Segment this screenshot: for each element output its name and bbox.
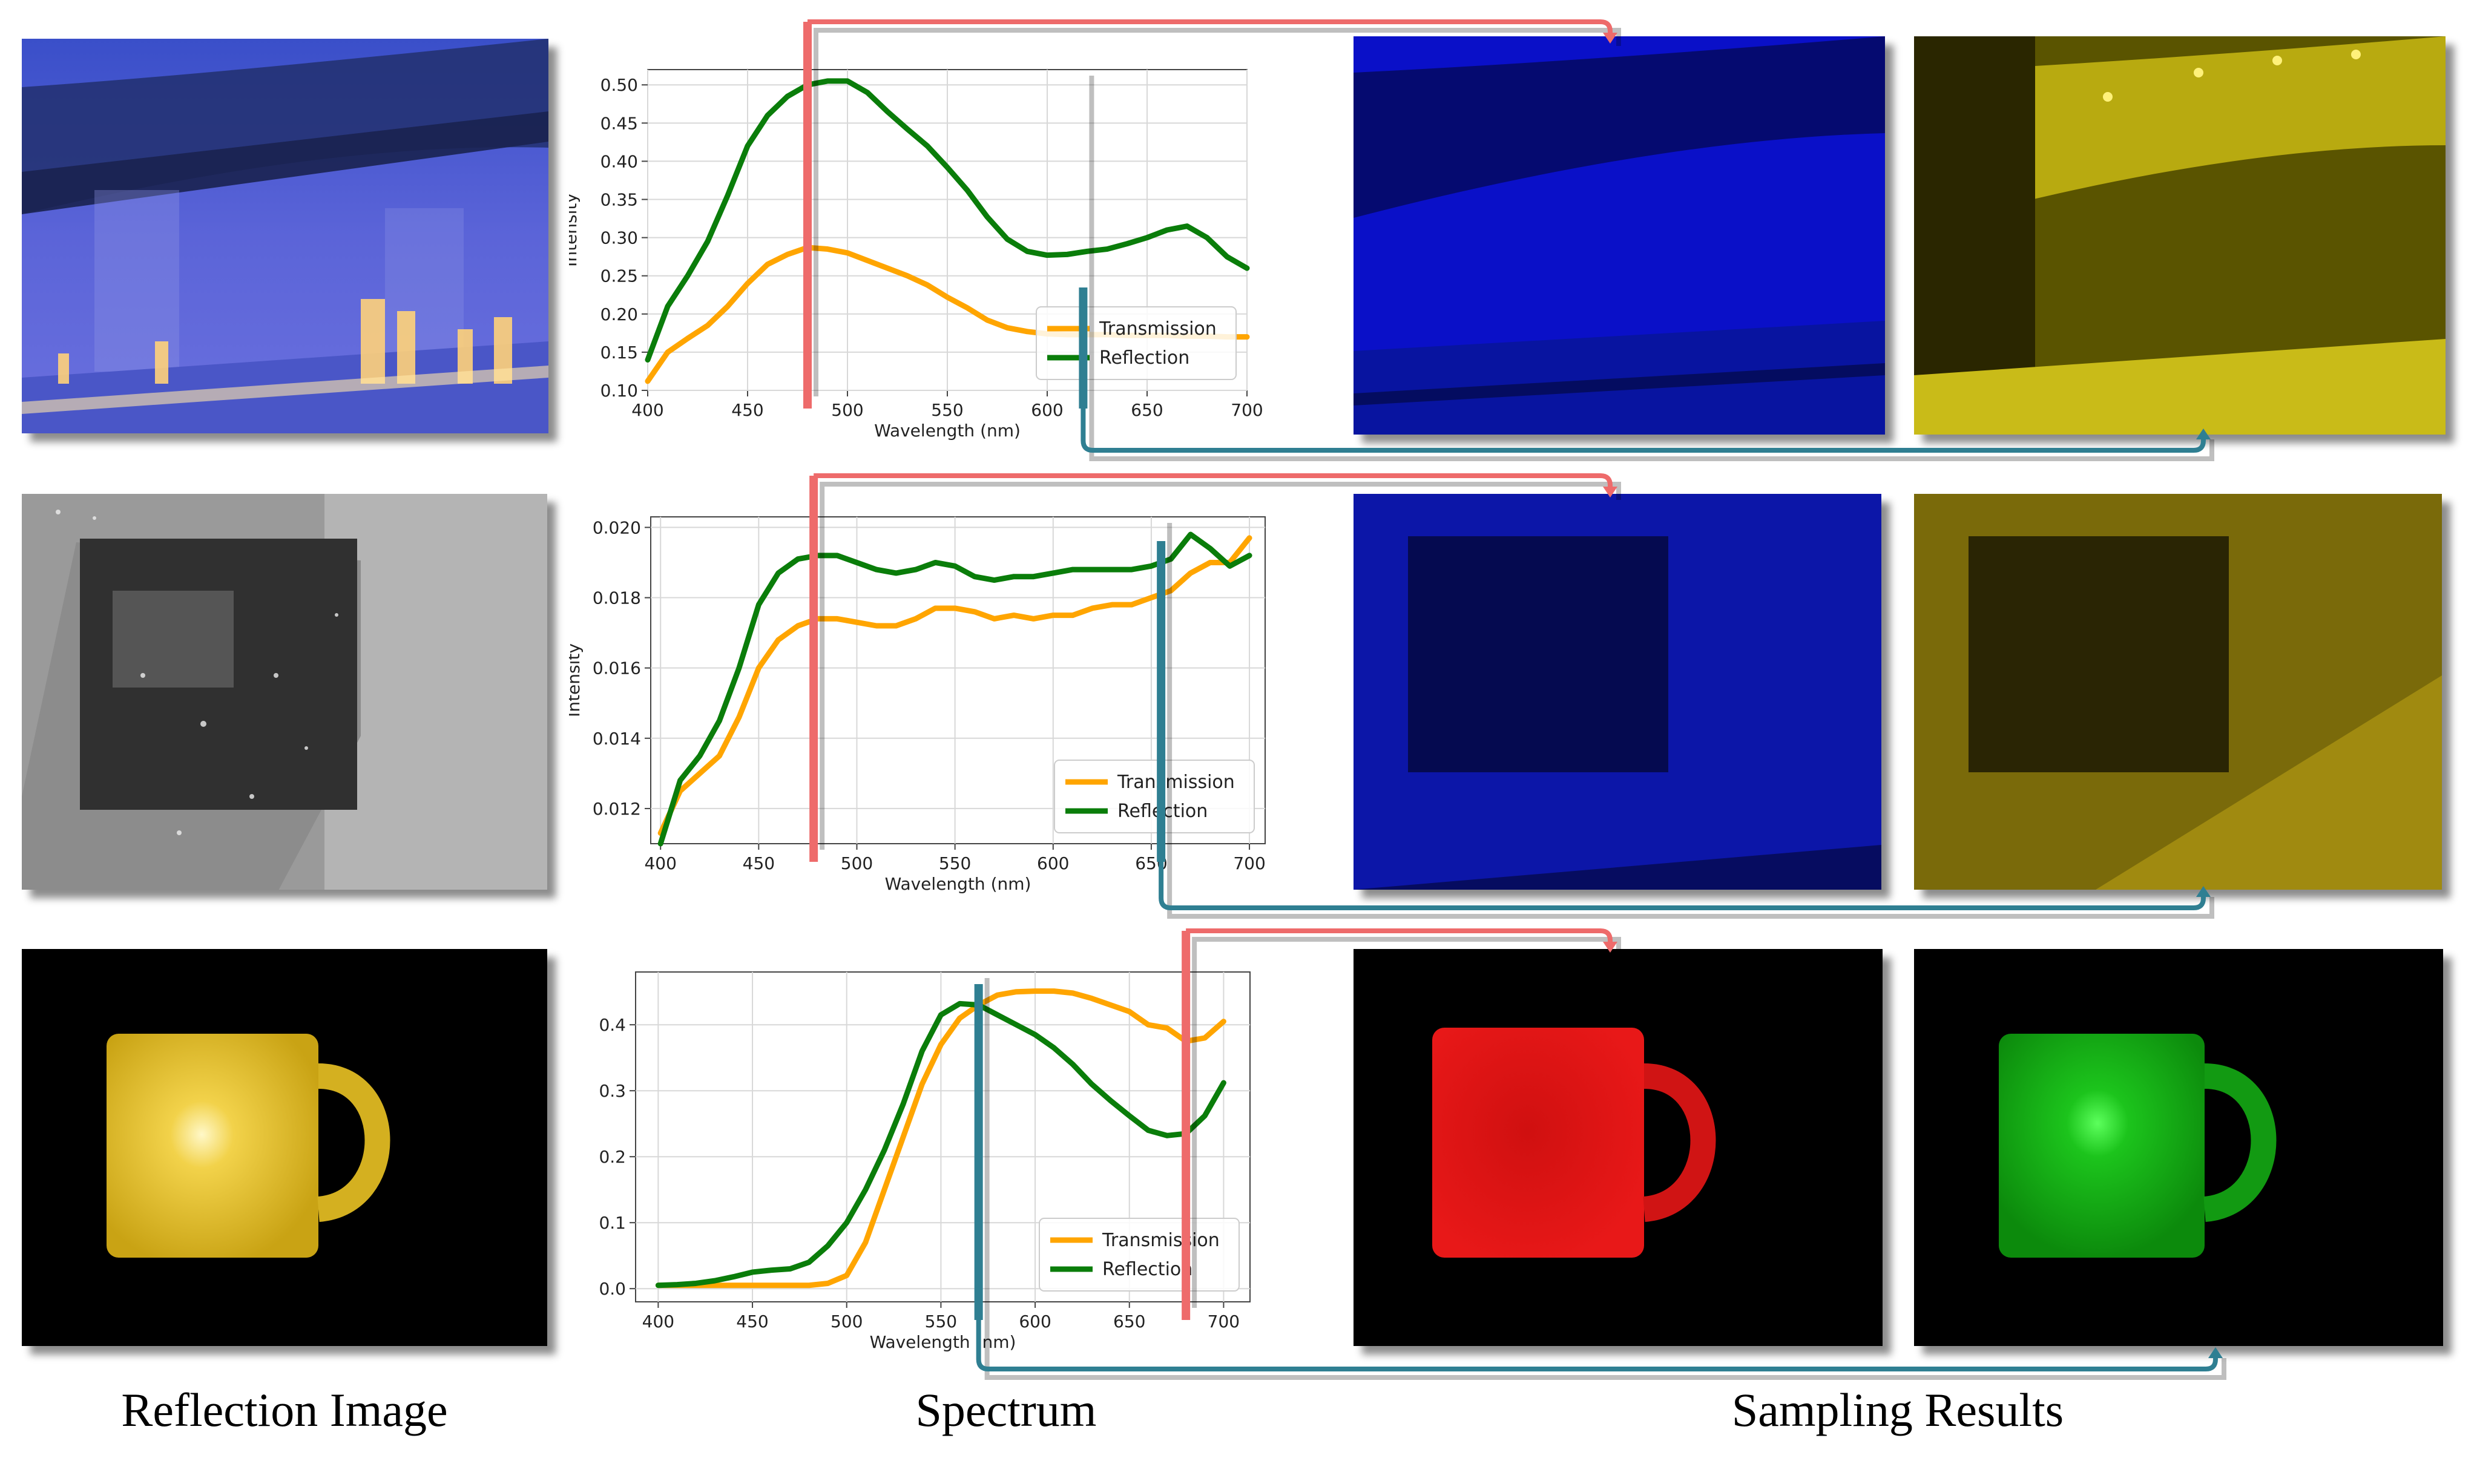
x-axis-label: Wavelength (nm) [885,874,1031,894]
y-tick-label: 0.2 [599,1147,626,1167]
legend-label: Reflection [1102,1259,1192,1280]
y-tick-label: 0.45 [600,113,638,133]
teal-connector-shadow [984,978,2226,1380]
teal-arrowhead [2196,886,2211,897]
y-tick-label: 0.012 [593,799,641,819]
y-tick-label: 0.4 [599,1015,626,1035]
y-tick-label: 0.014 [593,729,641,749]
x-tick-label: 650 [1113,1312,1145,1331]
y-tick-label: 0.20 [600,304,638,324]
y-tick-label: 0.0 [599,1279,626,1299]
x-tick-label: 500 [841,853,873,873]
series-line-reflection [657,531,1252,847]
x-tick-label: 500 [831,1312,863,1331]
y-tick-label: 0.40 [600,151,638,171]
reflection-image-box [22,494,547,890]
red-arrowhead [1603,487,1617,497]
x-tick-label: 450 [743,853,775,873]
teal-arrowhead [2208,1347,2223,1358]
x-tick-label: 600 [1037,853,1069,873]
series-line-transmission [657,535,1252,836]
reflection-image-city [22,39,548,433]
series-line-reflection [645,78,1250,363]
x-tick-label: 600 [1031,400,1063,420]
red-connector-arrow [1186,928,1613,947]
y-tick-label: 0.50 [600,75,638,95]
teal-connector-shadow [1089,76,2214,461]
legend-label: Transmission [1102,1230,1220,1251]
reflection-image-mug [22,949,547,1346]
legend-label: Transmission [1099,318,1217,340]
sampling-result-box-blue [1354,494,1881,890]
x-tick-label: 700 [1233,853,1265,873]
legend-box [1054,760,1255,833]
y-tick-label: 0.016 [593,658,641,678]
y-tick-label: 0.3 [599,1081,626,1101]
teal-connector-arrow [1159,862,2206,910]
sampling-result-box-yellow [1914,494,2442,890]
red-arrowhead [1603,33,1617,44]
x-tick-label: 700 [1231,400,1263,420]
sampling-result-mug-red [1354,949,1883,1346]
series-line-reflection [655,1000,1226,1289]
y-tick-label: 0.25 [600,266,638,286]
caption-sampling-results: Sampling Results [1731,1384,2064,1436]
x-tick-label: 650 [1131,400,1163,420]
red-arrowhead [1603,942,1617,953]
red-connector-shadow [814,28,1621,396]
y-tick-label: 0.020 [593,517,641,537]
red-connector-arrow [808,19,1613,38]
x-tick-label: 450 [736,1312,768,1331]
teal-connector-shadow [1167,523,2214,919]
x-tick-label: 450 [731,400,763,420]
sampling-result-city-yellow [1914,36,2446,435]
teal-arrowhead [2196,428,2211,439]
sampling-result-mug-green [1914,949,2443,1346]
x-axis-label: Wavelength (nm) [870,1332,1016,1352]
teal-connector-arrow [1081,409,2206,453]
x-tick-label: 500 [831,400,863,420]
y-tick-label: 0.35 [600,190,638,210]
caption-reflection-image: Reflection Image [121,1384,448,1436]
sampling-result-city-blue [1354,36,1885,435]
x-tick-label: 400 [644,853,676,873]
y-tick-label: 0.018 [593,588,641,608]
teal-connector-arrow [976,1320,2218,1371]
y-tick-label: 0.15 [600,343,638,363]
series-line-transmission [655,988,1226,1289]
red-connector-shadow [820,482,1621,850]
x-tick-label: 700 [1208,1312,1240,1331]
x-axis-label: Wavelength (nm) [874,421,1021,441]
y-tick-label: 0.1 [599,1213,626,1233]
x-tick-label: 400 [642,1312,674,1331]
red-connector-shadow [1192,937,1621,1308]
x-tick-label: 550 [925,1312,957,1331]
spectrum-chart-3: 400 450 500 550 600 650 700 0.0 0.1 0.2 0.3 0.4 Wave… [548,949,1283,1361]
y-tick-label: 0.30 [600,228,638,248]
legend-label: Transmission [1117,772,1235,793]
x-tick-label: 600 [1019,1312,1051,1331]
x-tick-label: 550 [939,853,971,873]
red-connector-arrow [814,473,1613,491]
legend-label: Reflection [1099,347,1189,369]
caption-spectrum: Spectrum [915,1384,1097,1436]
x-tick-label: 400 [631,400,663,420]
x-tick-label: 550 [931,400,963,420]
y-tick-label: 0.10 [600,381,638,401]
